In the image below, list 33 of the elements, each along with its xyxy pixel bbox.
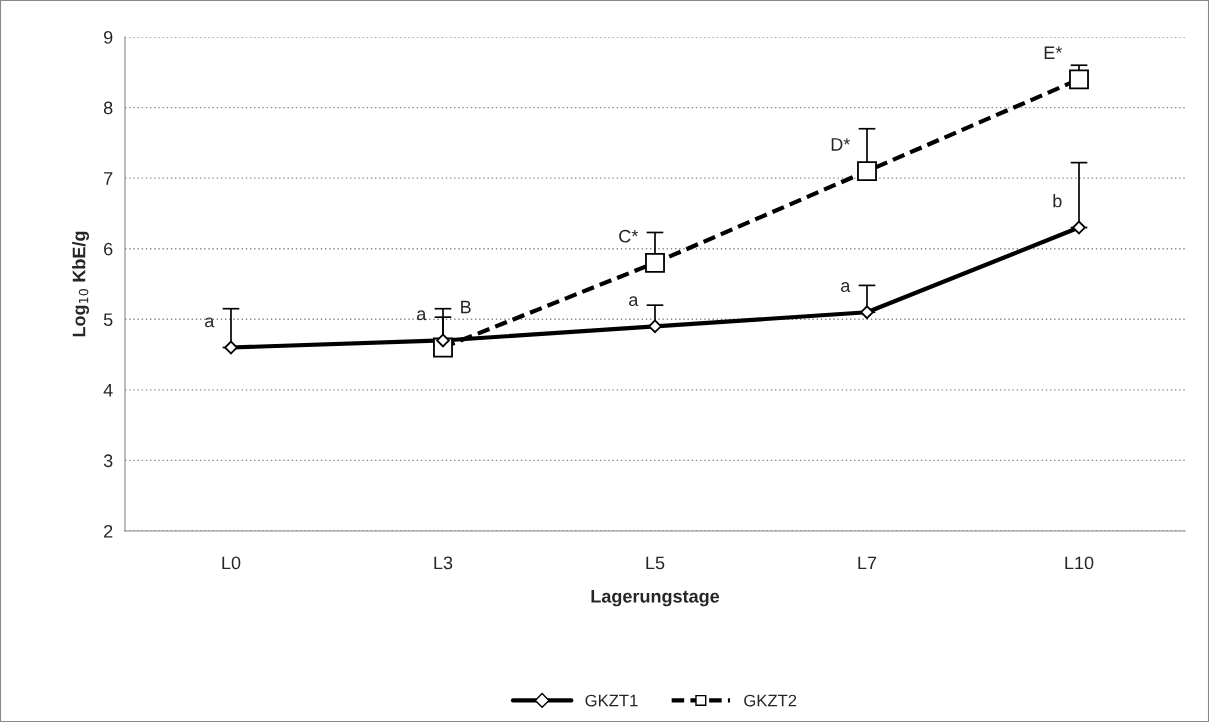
x-tick-label: L0 <box>222 556 241 570</box>
y-tick-label: 9 <box>104 30 113 44</box>
annotation: a <box>841 282 851 292</box>
y-tick-label: 2 <box>104 524 113 538</box>
annotation: a <box>205 317 215 328</box>
annotation: a <box>417 310 427 321</box>
point <box>1069 69 1089 90</box>
legend-label: GKZT2 <box>744 694 797 707</box>
y-tick-label: 8 <box>103 101 113 115</box>
y-tick-label: 6 <box>104 242 113 256</box>
point <box>224 340 238 355</box>
x-tick-label: L10 <box>1065 556 1094 570</box>
x-axis-title: Lagerungstage <box>591 590 720 607</box>
annotation: E* <box>1044 46 1063 59</box>
y-axis-title: Log$_{10}$ KbE/g <box>72 231 90 337</box>
annotation: a <box>629 296 639 307</box>
x-tick-label: L3 <box>434 556 453 570</box>
annotation: D* <box>831 138 851 151</box>
point <box>1072 220 1086 235</box>
y-tick-label: 3 <box>103 454 113 468</box>
annotation: B <box>461 300 471 314</box>
point <box>645 252 665 273</box>
legend-label: GKZT1 <box>585 694 638 707</box>
x-tick-label: L7 <box>858 556 877 570</box>
y-tick-label: 5 <box>103 313 113 327</box>
annotation: b <box>1053 194 1062 208</box>
point <box>648 319 662 334</box>
annotation: C* <box>619 229 639 243</box>
x-tick-label: L5 <box>646 556 665 570</box>
point <box>857 161 877 182</box>
point <box>860 305 874 320</box>
y-tick-label: 4 <box>103 383 113 397</box>
y-tick-label: 7 <box>104 172 113 185</box>
